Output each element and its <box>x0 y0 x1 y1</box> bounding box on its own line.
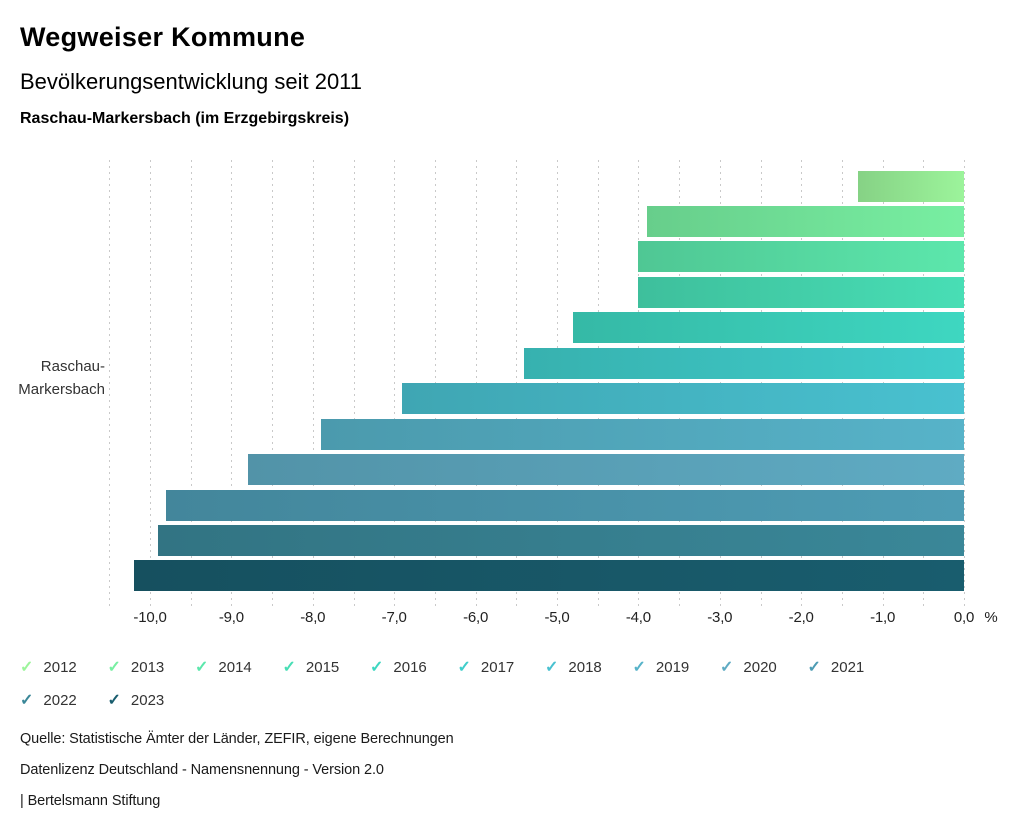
checkmark-icon: ✓ <box>107 658 121 676</box>
footer: Quelle: Statistische Ämter der Länder, Z… <box>20 731 1004 824</box>
bar-2016[interactable] <box>573 312 964 344</box>
gridline <box>150 160 151 608</box>
checkmark-icon: ✓ <box>632 658 646 676</box>
header: Wegweiser Kommune Bevölkerungsentwicklun… <box>20 0 1004 128</box>
legend-year-label: 2012 <box>43 659 77 676</box>
y-axis-category-label: Raschau- Markersbach <box>0 355 105 401</box>
bar-2017[interactable] <box>524 347 964 379</box>
bar-2014[interactable] <box>638 241 964 273</box>
x-axis-tick--9,0: -9,0 <box>218 609 244 626</box>
legend-item-2023[interactable]: ✓ 2023 <box>108 688 196 713</box>
legend-year-label: 2014 <box>218 659 252 676</box>
bar-2022[interactable] <box>158 525 964 556</box>
legend-item-2021[interactable]: ✓ 2021 <box>808 655 896 680</box>
legend-item-2019[interactable]: ✓ 2019 <box>633 655 721 680</box>
bar-2015[interactable] <box>638 276 964 308</box>
bar-2019[interactable] <box>320 418 964 450</box>
gridline <box>272 160 274 608</box>
gridline <box>231 160 233 608</box>
legend-item-2016[interactable]: ✓ 2016 <box>370 655 458 680</box>
x-axis-tick--10,0: -10,0 <box>133 609 167 626</box>
legend-item-2015[interactable]: ✓ 2015 <box>283 655 371 680</box>
y-axis-category-label-line2: Markersbach <box>18 381 105 398</box>
checkmark-icon: ✓ <box>457 658 471 676</box>
legend: ✓ 2012 ✓ 2013 ✓ 2014 ✓ 2015 ✓ 2016 ✓ 2017 ✓ 2018 ✓ 2019… <box>20 655 910 721</box>
legend-year-label: 2022 <box>43 692 77 709</box>
legend-year-label: 2013 <box>130 659 165 676</box>
legend-year-label: 2017 <box>480 659 515 676</box>
x-axis-tick--2,0: -2,0 <box>788 609 814 626</box>
gridline <box>394 160 396 608</box>
source-line: Quelle: Statistische Ämter der Länder, Z… <box>20 731 454 747</box>
legend-year-label: 2019 <box>655 659 690 676</box>
legend-year-label: 2016 <box>393 659 427 676</box>
checkmark-icon: ✓ <box>20 658 34 676</box>
app-title: Wegweiser Kommune <box>20 22 306 52</box>
legend-item-2018[interactable]: ✓ 2018 <box>545 655 633 680</box>
checkmark-icon: ✓ <box>20 691 34 709</box>
checkmark-icon: ✓ <box>107 691 121 709</box>
legend-item-2017[interactable]: ✓ 2017 <box>458 655 546 680</box>
legend-item-2012[interactable]: ✓ 2012 <box>20 655 108 680</box>
legend-year-label: 2018 <box>568 659 602 676</box>
legend-item-2022[interactable]: ✓ 2022 <box>20 688 108 713</box>
gridline <box>353 160 355 608</box>
gridline <box>964 160 965 608</box>
brand-line: | Bertelsmann Stiftung <box>20 793 161 809</box>
bar-2018[interactable] <box>402 383 964 415</box>
bar-chart: Raschau- Markersbach -10,0 -9,0 -8,0 -7,0 -6… <box>0 150 1024 650</box>
checkmark-icon: ✓ <box>720 658 734 676</box>
bar-2020[interactable] <box>247 454 964 486</box>
x-axis-tick-0,0: 0,0 <box>953 609 975 626</box>
x-axis-tick--4,0: -4,0 <box>625 609 651 626</box>
checkmark-icon: ✓ <box>545 658 559 676</box>
gridline <box>190 160 192 608</box>
gridline <box>109 160 111 608</box>
legend-item-2013[interactable]: ✓ 2013 <box>108 655 196 680</box>
checkmark-icon: ✓ <box>807 658 821 676</box>
region-title: Raschau-Markersbach (im Erzgebirgskreis) <box>20 110 350 127</box>
legend-year-label: 2020 <box>743 659 777 676</box>
x-axis-tick--1,0: -1,0 <box>870 609 896 626</box>
bar-2013[interactable] <box>646 205 964 237</box>
legend-item-2014[interactable]: ✓ 2014 <box>195 655 283 680</box>
x-axis-tick--8,0: -8,0 <box>300 609 326 626</box>
x-axis-unit-label: % <box>984 609 998 626</box>
y-axis-category-label-line1: Raschau- <box>40 358 105 375</box>
legend-year-label: 2021 <box>830 659 865 676</box>
bar-2021[interactable] <box>166 489 964 521</box>
legend-year-label: 2015 <box>305 659 340 676</box>
checkmark-icon: ✓ <box>282 658 296 676</box>
chart-title: Bevölkerungsentwicklung seit 2011 <box>20 69 363 94</box>
x-axis-tick--7,0: -7,0 <box>381 609 407 626</box>
legend-item-2020[interactable]: ✓ 2020 <box>720 655 808 680</box>
gridline <box>312 160 314 608</box>
bar-2023[interactable] <box>133 560 964 592</box>
x-axis-tick--6,0: -6,0 <box>463 609 489 626</box>
checkmark-icon: ✓ <box>195 658 209 676</box>
legend-year-label: 2023 <box>130 692 165 709</box>
license-line: Datenlizenz Deutschland - Namensnennung … <box>20 762 384 778</box>
x-axis-tick--3,0: -3,0 <box>707 609 733 626</box>
x-axis-tick--5,0: -5,0 <box>544 609 570 626</box>
bar-2012[interactable] <box>858 170 964 202</box>
checkmark-icon: ✓ <box>370 658 384 676</box>
